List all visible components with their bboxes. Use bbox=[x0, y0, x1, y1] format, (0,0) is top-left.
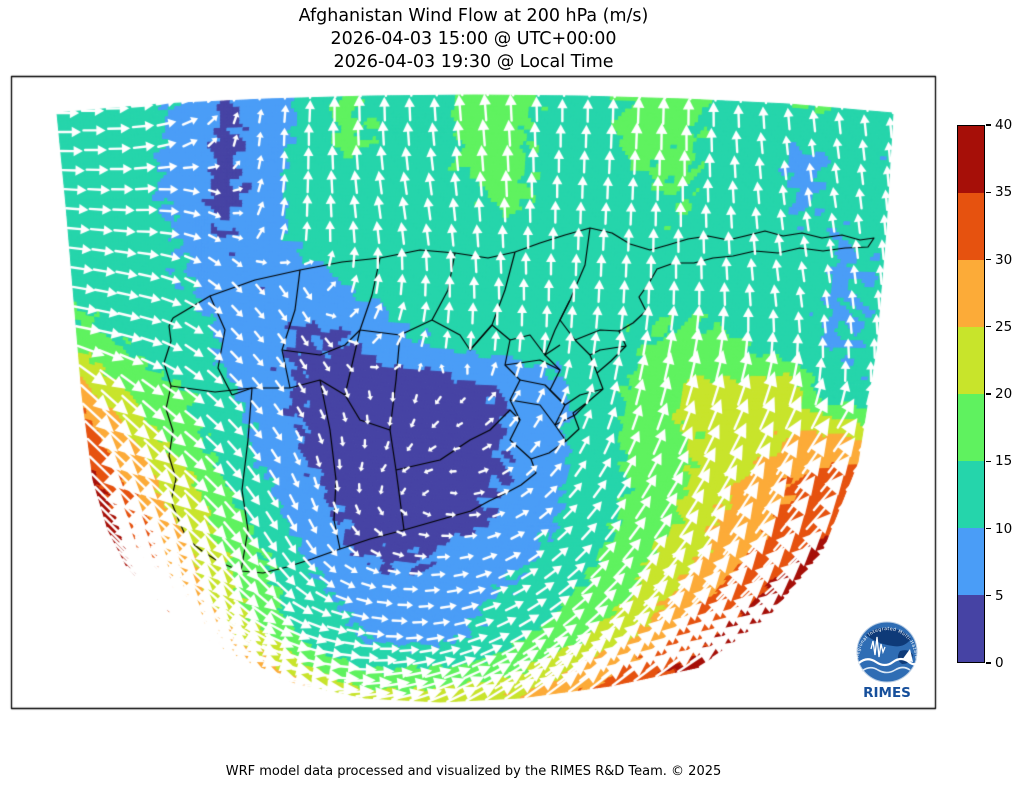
colorbar-segment-0-5 bbox=[958, 595, 984, 662]
colorbar-segment-15-20 bbox=[958, 394, 984, 461]
colorbar-segment-25-30 bbox=[958, 260, 984, 327]
footer-credit: WRF model data processed and visualized … bbox=[225, 764, 722, 779]
chart-subtitle-local: 2026-04-03 19:30 @ Local Time bbox=[333, 52, 614, 72]
colorbar-tick-label: 30 bbox=[995, 251, 1013, 268]
colorbar-tick-mark bbox=[986, 595, 991, 597]
colorbar bbox=[957, 125, 985, 663]
chart-title: Afghanistan Wind Flow at 200 hPa (m/s) bbox=[298, 6, 649, 26]
rimes-logo-wave bbox=[858, 657, 919, 667]
colorbar-tick-mark bbox=[986, 393, 991, 395]
title-block: Afghanistan Wind Flow at 200 hPa (m/s) 2… bbox=[11, 5, 936, 74]
chart-subtitle-utc: 2026-04-03 15:00 @ UTC+00:00 bbox=[330, 29, 617, 49]
colorbar-segment-5-10 bbox=[958, 528, 984, 595]
colorbar-segment-35-40 bbox=[958, 126, 984, 193]
colorbar-tick-mark bbox=[986, 326, 991, 328]
colorbar-tick-label: 0 bbox=[995, 655, 1004, 671]
colorbar-tick-label: 35 bbox=[995, 184, 1013, 201]
colorbar-segment-20-25 bbox=[958, 327, 984, 394]
rimes-logo: Regional Integrated Multi-Hazard Early W… bbox=[844, 607, 928, 703]
colorbar-segment-30-35 bbox=[958, 193, 984, 260]
colorbar-tick-mark bbox=[986, 527, 991, 530]
colorbar-segment-10-15 bbox=[958, 461, 984, 528]
colorbar-tick-label: 20 bbox=[995, 386, 1013, 402]
rimes-logo-wordmark: RIMES bbox=[863, 685, 911, 701]
colorbar-tick-mark bbox=[986, 258, 991, 261]
colorbar-ticks: 0 5 10 15 20 25 30 35 40 bbox=[986, 117, 1021, 671]
colorbar-tick-mark bbox=[986, 191, 991, 193]
colorbar-tick-mark bbox=[986, 460, 991, 462]
colorbar-tick-label: 5 bbox=[995, 587, 1004, 604]
colorbar-tick-label: 15 bbox=[995, 453, 1013, 470]
rimes-logo-seismogram-icon bbox=[870, 636, 886, 658]
colorbar-tick-mark bbox=[986, 662, 991, 664]
colorbar-tick-label: 10 bbox=[995, 520, 1013, 537]
colorbar-tick-mark bbox=[986, 124, 991, 126]
colorbar-tick-label: 40 bbox=[995, 117, 1013, 133]
rimes-logo-wave-2 bbox=[861, 666, 911, 674]
colorbar-tick-label: 25 bbox=[995, 318, 1013, 335]
rimes-logo-sail-icon bbox=[902, 649, 913, 662]
